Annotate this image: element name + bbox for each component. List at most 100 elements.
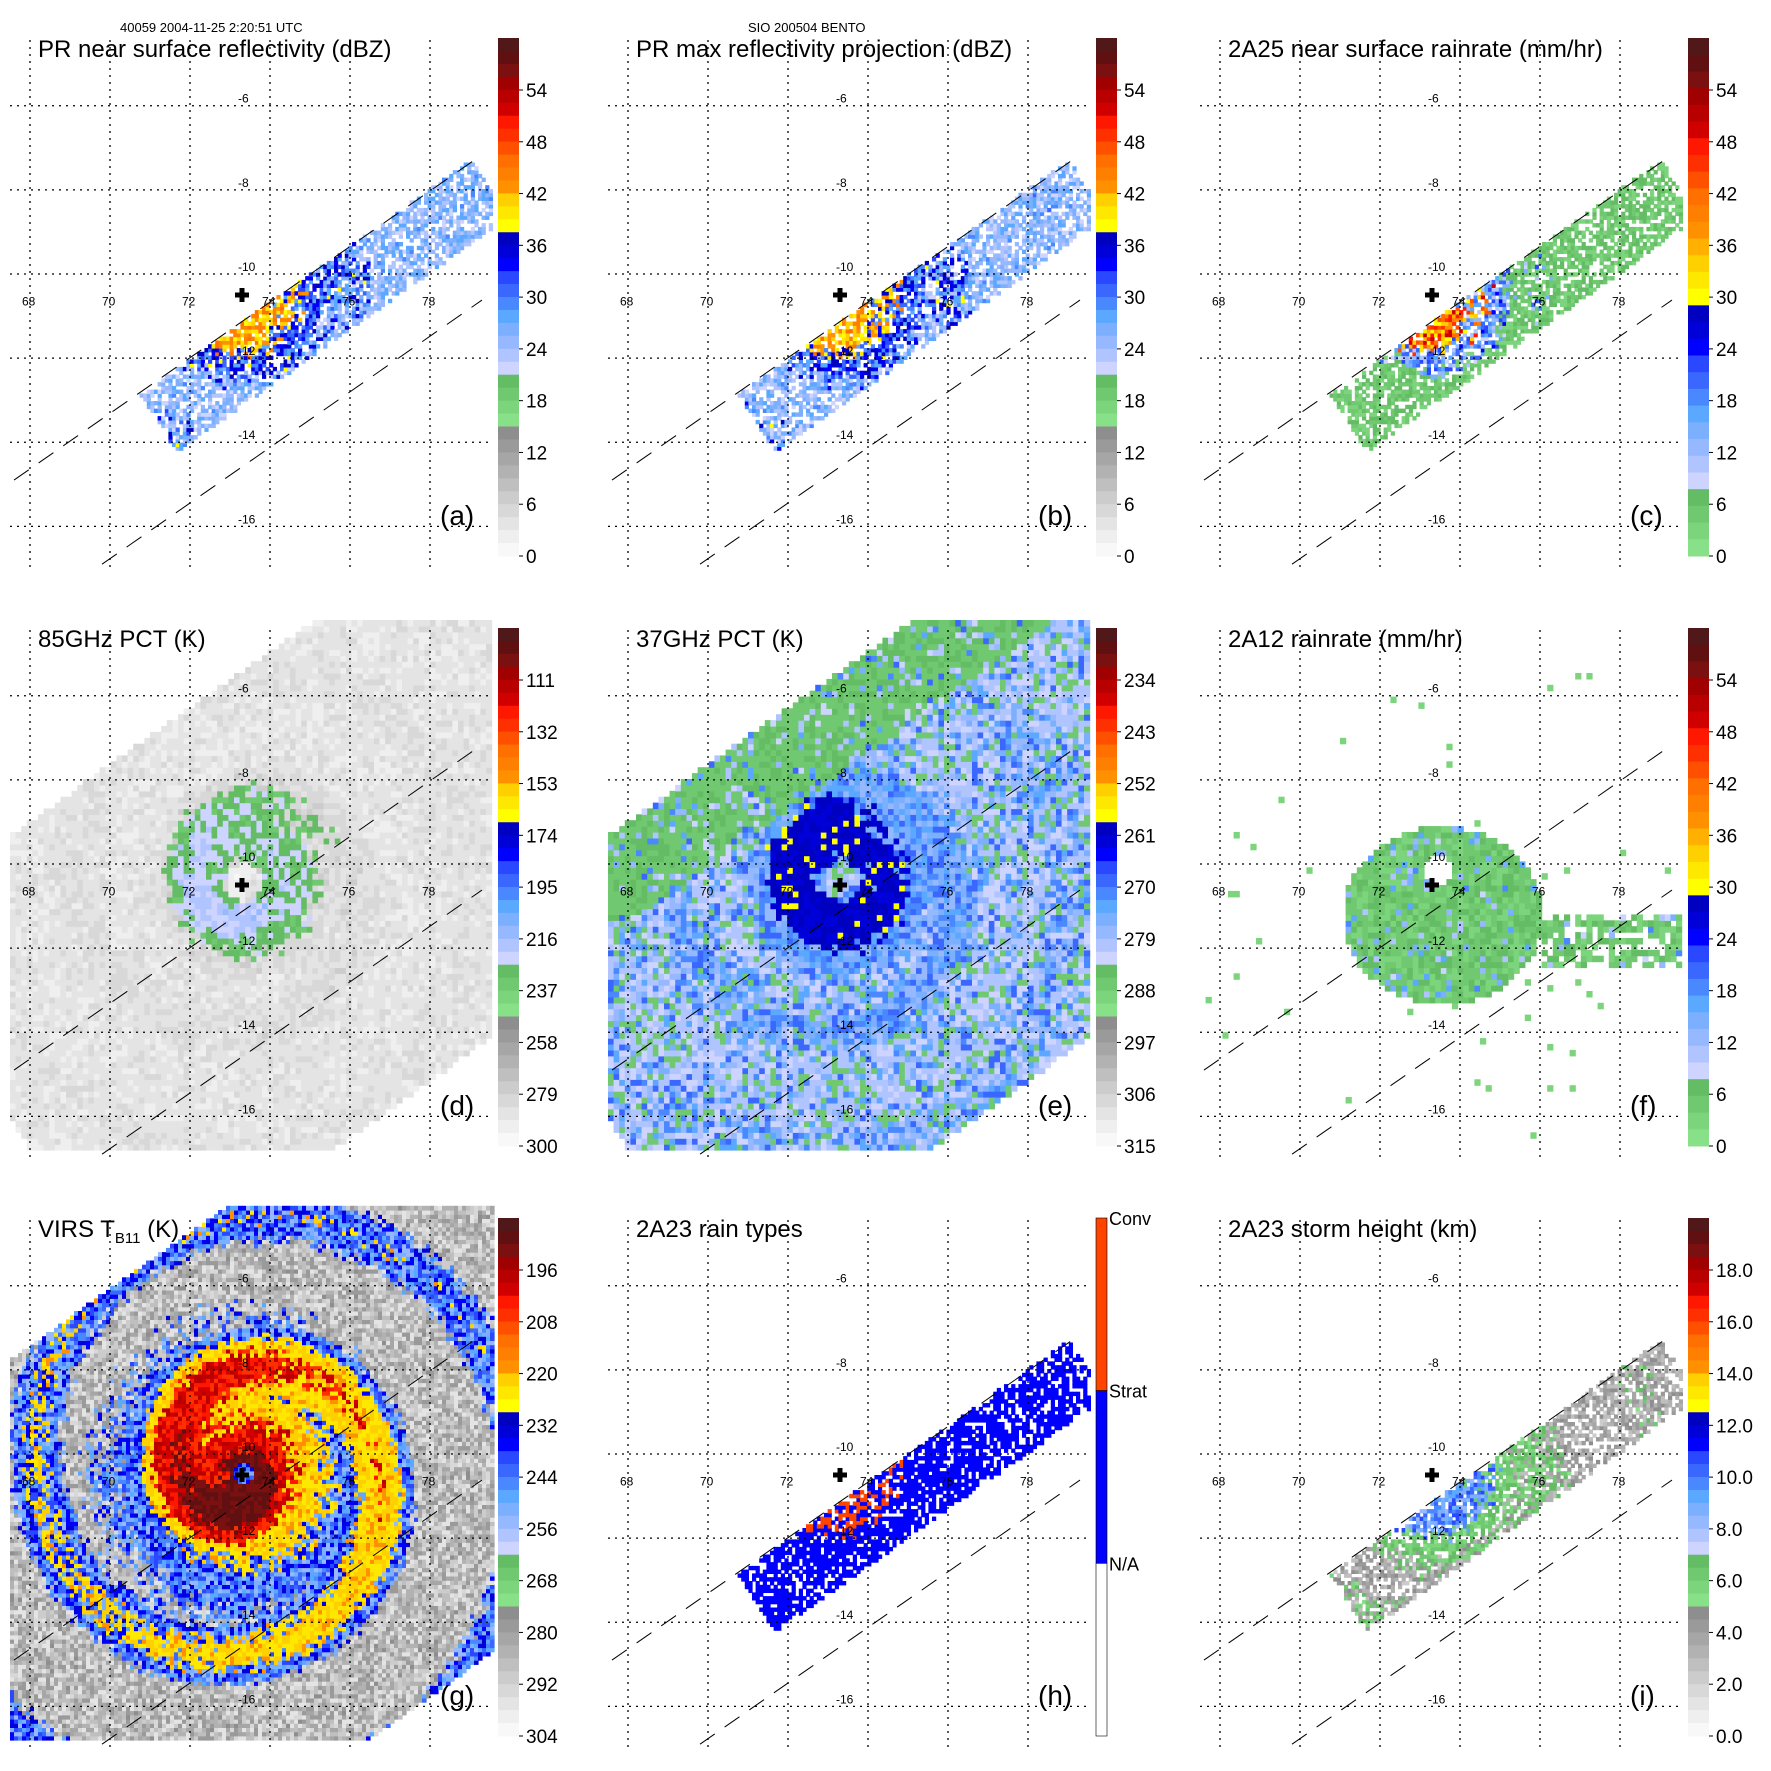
data-cell [953,242,958,247]
data-cell [43,1079,50,1086]
data-cell [1004,238,1009,243]
data-cell [208,401,213,406]
data-cell [1344,397,1349,402]
data-cell [1000,276,1005,281]
data-cell [834,348,839,353]
data-cell [1624,204,1629,209]
data-cell [175,412,180,417]
data-cell [283,295,288,300]
data-cell [1498,295,1503,300]
data-cell [32,1102,39,1110]
data-cell [1585,264,1590,270]
data-cell [467,215,472,220]
data-cell [373,253,378,258]
data-cell [950,257,955,262]
data-cell [1542,257,1547,262]
data-cell [1072,166,1077,171]
data-cell [1032,200,1037,205]
data-cell [330,283,335,288]
data-cell [186,427,191,432]
data-cell [1502,321,1507,326]
data-cell [906,321,911,326]
data-cell [359,295,364,300]
data-cell [1581,264,1586,270]
data-cell [798,366,803,372]
data-cell [1412,393,1417,398]
data-cell [766,389,771,394]
data-cell [1578,238,1583,243]
data-cell [1552,257,1557,262]
data-cell [1534,313,1539,319]
data-cell [366,245,371,251]
data-cell [1000,230,1005,235]
data-cell [1452,378,1457,383]
data-cell [470,189,475,194]
data-cell [10,908,17,916]
data-cell [1007,204,1012,209]
data-cell [366,313,371,319]
data-cell [1068,177,1073,182]
data-cell [21,896,28,904]
data-cell [1592,215,1597,220]
data-cell [827,404,832,410]
data-cell [1387,370,1392,376]
data-cell [1531,272,1536,277]
data-cell [946,272,951,277]
data-cell [1653,211,1658,217]
data-cell [424,192,429,198]
data-cell [301,310,306,315]
data-cell [10,1091,17,1098]
data-cell [463,200,468,205]
data-cell [939,325,944,330]
data-cell [748,408,753,413]
colorbar-swatch [1096,50,1117,65]
data-cell [849,313,854,319]
data-cell [1488,306,1493,311]
data-cell [1477,317,1482,323]
data-cell [1398,389,1403,394]
data-cell [43,855,50,863]
data-cell [186,435,191,440]
data-cell [276,374,281,379]
data-cell [899,279,904,285]
data-cell [438,204,443,209]
data-cell [888,332,893,338]
data-cell [1588,260,1593,266]
data-cell [1675,204,1680,209]
data-cell [1621,219,1626,224]
data-cell [197,370,202,376]
data-cell [233,404,238,410]
data-cell [1390,431,1395,436]
data-cell [1516,272,1521,277]
data-cell [914,298,919,304]
data-cell [254,366,259,372]
data-cell [1452,385,1457,391]
data-cell [1462,302,1467,307]
data-cell [1065,238,1070,243]
data-cell [989,260,994,266]
data-cell [258,336,263,341]
data-cell [10,1108,17,1116]
data-cell [449,173,454,179]
data-cell [968,283,973,288]
data-cell [359,317,364,323]
data-cell [197,393,202,398]
data-cell [1376,363,1381,368]
data-cell [204,348,209,353]
data-cell [1452,336,1457,341]
data-cell [1495,313,1500,319]
data-cell [21,920,28,927]
data-cell [427,260,432,266]
data-cell [10,955,17,963]
data-cell [456,196,461,201]
data-cell [1437,317,1442,323]
data-cell [802,423,807,429]
data-cell [806,359,811,364]
data-cell [762,427,767,432]
data-cell [827,408,832,413]
data-cell [316,268,321,273]
data-cell [1423,374,1428,379]
data-cell [798,374,803,379]
data-cell [280,374,285,379]
data-cell [932,276,937,281]
